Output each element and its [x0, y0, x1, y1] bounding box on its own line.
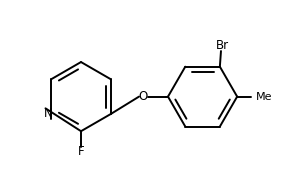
Text: Br: Br [216, 39, 229, 52]
Text: N: N [44, 107, 53, 120]
Text: F: F [78, 145, 84, 158]
Text: O: O [139, 90, 148, 103]
Text: Me: Me [256, 92, 273, 102]
